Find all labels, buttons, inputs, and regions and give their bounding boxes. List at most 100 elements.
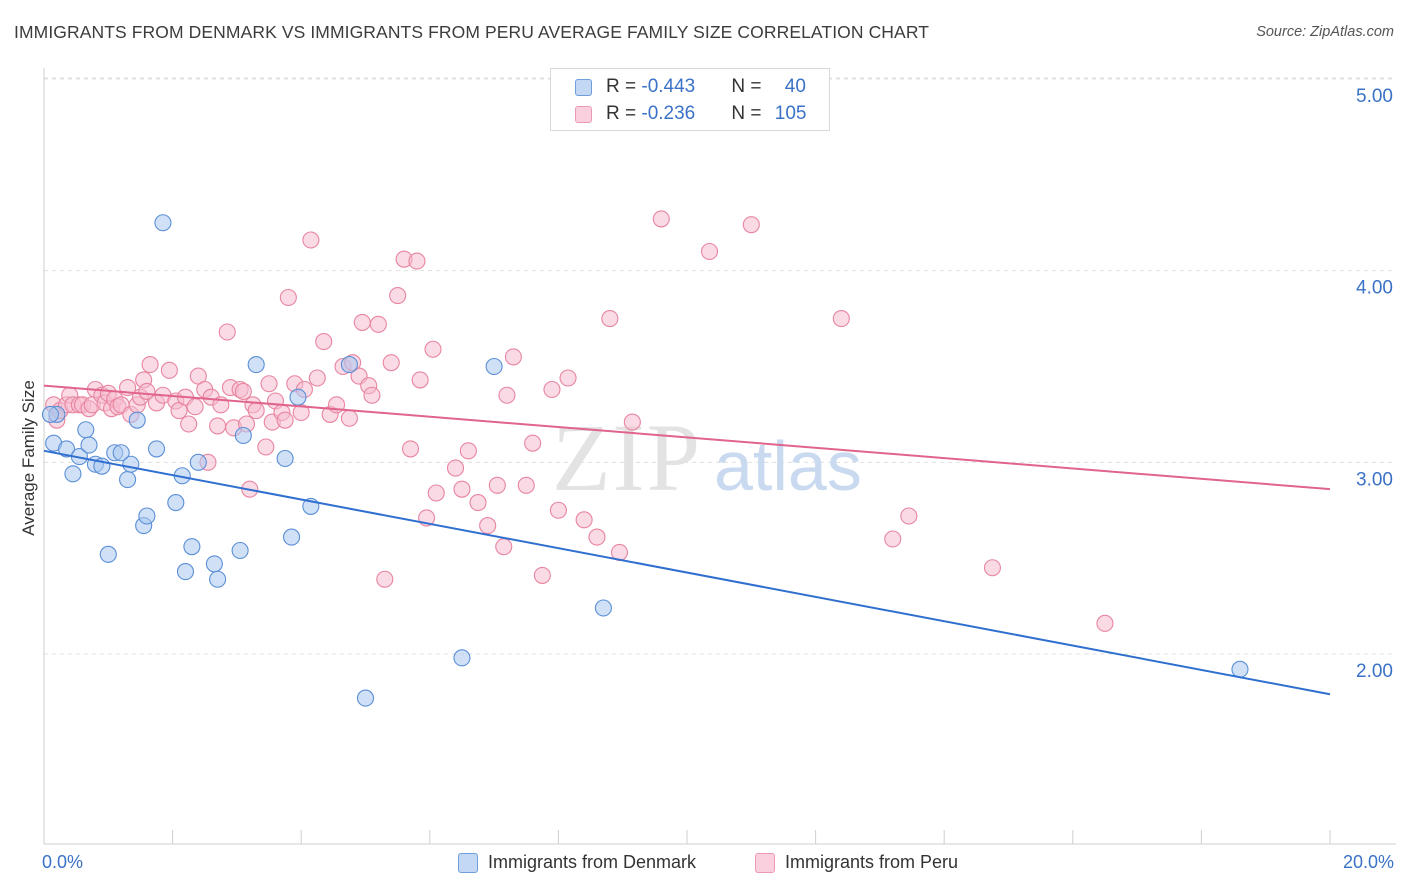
peru-point [138,382,156,400]
peru-point [340,409,358,427]
denmark-point [594,599,612,617]
denmark-point [128,411,146,429]
denmark-point [122,455,140,473]
peru-point [742,216,760,234]
legend-n-value: 105 [774,103,807,124]
denmark-point [41,405,59,423]
peru-point [498,386,516,404]
peru-point [401,440,420,458]
denmark-point [234,426,252,445]
peru-point [652,210,670,228]
y-tick-label: 4.00 [1356,278,1393,299]
peru-point [488,476,506,494]
peru-point [411,371,429,389]
denmark-point [77,421,95,439]
denmark-point [283,528,301,546]
peru-point [276,411,294,429]
legend-row-peru: R = -0.236 N = 105 [575,103,806,125]
peru-point [302,231,320,249]
peru-point [408,252,426,270]
legend-r-value: -0.443 [641,76,696,97]
peru-point [504,348,522,366]
peru-legend-swatch [755,852,775,873]
peru-point [308,369,326,387]
peru-point [623,413,641,431]
peru-point [543,380,561,399]
denmark-point [167,494,185,512]
peru-point [495,538,513,556]
denmark-point [209,570,227,588]
peru-point [700,242,719,261]
peru-point [279,288,297,307]
peru-point [832,310,850,328]
series-legend-peru: Immigrants from Peru [755,852,958,873]
legend-n-label: N = [731,76,767,97]
peru-point [517,476,535,494]
denmark-point [80,436,98,454]
peru-point [453,480,471,498]
peru-point [533,566,551,584]
peru-point [983,559,1001,577]
peru-point [160,361,178,379]
y-tick-label: 5.00 [1356,86,1393,107]
series-legend-label: Immigrants from Peru [785,852,959,872]
peru-point [218,323,236,341]
peru-point [180,415,198,433]
denmark-legend-swatch [458,852,478,873]
denmark-point [183,538,201,556]
legend-n-label: N = [731,103,767,124]
peru-point [209,417,227,435]
peru-trend-line [43,384,1331,491]
denmark-point [119,471,137,489]
grid-lines [44,77,1396,655]
peru-point [524,434,542,452]
y-tick-label: 3.00 [1356,469,1393,490]
chart-title: IMMIGRANTS FROM DENMARK VS IMMIGRANTS FR… [14,22,930,42]
denmark-point [57,440,76,458]
legend-n-value: 40 [784,76,806,97]
denmark-point [64,465,82,483]
watermark: ZIP atlas [552,404,862,511]
peru-point [257,438,275,456]
peru-point [382,354,400,372]
peru-point [376,570,394,588]
legend-r-value: -0.236 [641,103,696,124]
peru-point [446,459,465,477]
denmark-point [485,357,503,376]
denmark-point [289,388,307,406]
denmark-point [99,545,117,563]
series-legend-denmark: Immigrants from Denmark [458,852,696,873]
y-tick-labels: 2.00 3.00 4.00 5.00 [1356,86,1393,682]
denmark-point [1231,660,1249,678]
peru-point [469,494,487,512]
peru-point [363,386,381,404]
peru-point [234,382,252,400]
watermark-atlas: atlas [714,427,862,505]
peru-point [601,310,619,328]
peru-point [247,402,265,420]
denmark-point [112,444,130,462]
peru-point [575,511,593,529]
y-tick-label: 2.00 [1356,661,1393,682]
correlation-legend: R = -0.443 N = 40 R = -0.236 N = 105 [550,68,830,131]
denmark-point [147,440,166,458]
peru-point [427,484,445,502]
denmark-point [205,555,223,573]
peru-point [479,517,497,535]
peru-point [369,315,387,333]
peru-point [459,442,477,460]
denmark-point [356,689,375,707]
axes [43,68,1396,845]
denmark-point [189,453,207,471]
peru-point [141,356,159,374]
denmark-point [247,356,265,374]
x-tick-label-min: 0.0% [42,852,84,872]
denmark-point [231,541,249,560]
source-label: Source: ZipAtlas.com [1256,24,1394,40]
peru-swatch [575,105,592,123]
denmark-trend-line [43,449,1331,696]
denmark-point [340,356,358,374]
trend-lines [43,384,1331,696]
peru-point [1096,614,1114,632]
